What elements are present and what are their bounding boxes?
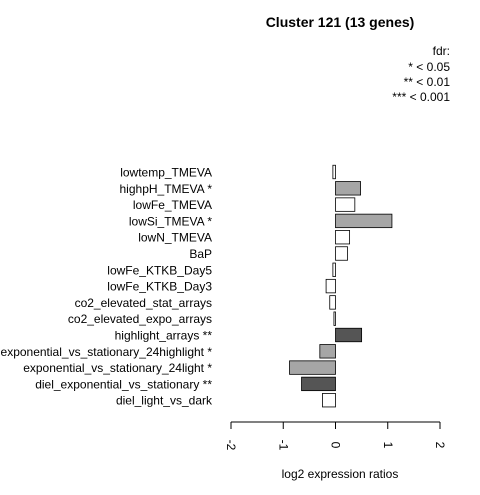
bar — [332, 262, 336, 277]
x-tick-label: -2 — [224, 440, 238, 451]
category-label: lowtemp_TMEVA — [120, 166, 212, 180]
category-label: lowSi_TMEVA * — [129, 214, 212, 228]
chart-title: Cluster 121 (13 genes) — [266, 14, 415, 30]
bar — [322, 393, 336, 408]
x-tick-label: -1 — [276, 440, 290, 451]
bar — [335, 230, 351, 245]
category-label: diel_light_vs_dark — [116, 394, 213, 408]
category-label: diel_exponential_vs_stationary ** — [35, 377, 212, 391]
bar — [319, 344, 336, 359]
category-label: lowFe_KTKB_Day5 — [107, 263, 212, 277]
category-label: lowFe_KTKB_Day3 — [107, 280, 212, 294]
bar — [332, 164, 336, 180]
bar — [333, 311, 336, 326]
legend-entry: * < 0.05 — [408, 60, 450, 74]
category-label: lowN_TMEVA — [138, 231, 212, 245]
x-tick-label: 0 — [329, 442, 343, 449]
bar — [335, 327, 363, 343]
category-label: exponential_vs_stationary_24light * — [23, 361, 212, 375]
category-label: highlight_arrays ** — [115, 329, 213, 343]
x-axis-ticks: -2 -1 0 1 2 — [224, 422, 447, 451]
legend: fdr: * < 0.05 ** < 0.01 *** < 0.001 — [392, 44, 450, 104]
category-label: lowFe_TMEVA — [133, 198, 212, 212]
bar — [289, 360, 336, 375]
category-label: BaP — [189, 247, 212, 261]
category-label: co2_elevated_expo_arrays — [68, 312, 212, 326]
category-label: highpH_TMEVA * — [120, 182, 213, 196]
bars-group — [289, 164, 393, 408]
bar — [335, 197, 356, 212]
bar — [335, 213, 393, 229]
legend-entry: *** < 0.001 — [392, 90, 450, 104]
category-label: exponential_vs_stationary_24highlight * — [1, 345, 213, 359]
legend-entry: ** < 0.01 — [404, 75, 451, 89]
bar — [329, 295, 336, 310]
bar — [335, 181, 361, 196]
bar — [335, 246, 348, 261]
x-tick-label: 2 — [433, 442, 447, 449]
x-tick-label: 1 — [381, 442, 395, 449]
legend-title: fdr: — [433, 44, 450, 58]
category-label: co2_elevated_stat_arrays — [75, 296, 212, 310]
bar — [301, 376, 336, 392]
category-labels: lowtemp_TMEVA highpH_TMEVA * lowFe_TMEVAlo… — [1, 166, 213, 408]
bar — [325, 278, 336, 294]
x-axis-title: log2 expression ratios — [282, 467, 399, 481]
